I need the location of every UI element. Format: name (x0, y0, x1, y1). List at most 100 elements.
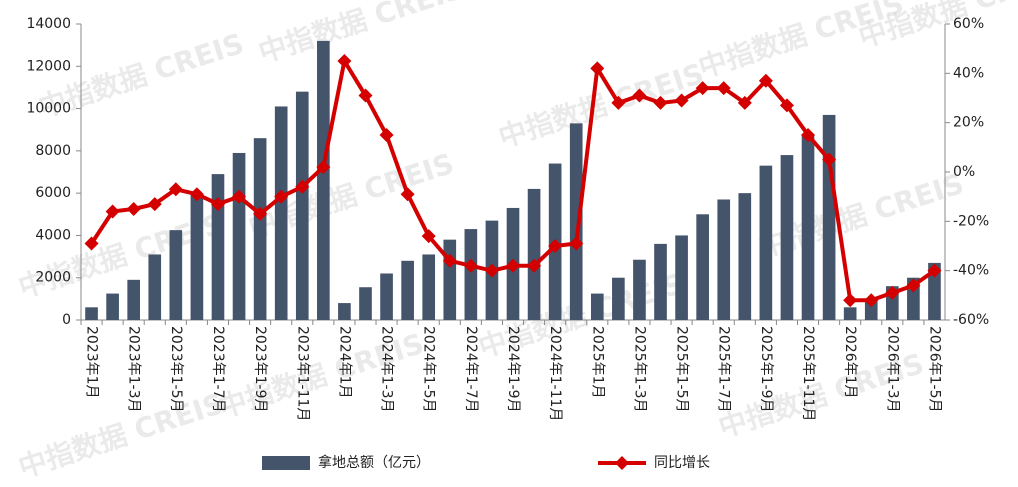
bar (780, 155, 794, 320)
legend-marker (615, 456, 629, 470)
y2-tick-label: -20% (953, 213, 989, 229)
y2-tick-label: 0% (953, 164, 975, 180)
marker (716, 81, 731, 96)
y-tick-label: 8000 (35, 143, 71, 159)
bar (401, 260, 414, 320)
marker (653, 95, 668, 110)
bar (295, 91, 309, 321)
x-tick-label: 2025年1-3月 (631, 326, 647, 413)
marker (84, 236, 99, 251)
x-tick-label: 2024年1-5月 (421, 326, 437, 412)
bar (359, 287, 372, 320)
marker (632, 88, 647, 103)
y2-tick-label: 40% (953, 65, 984, 81)
bar (317, 40, 330, 321)
marker (316, 160, 331, 175)
watermark: 中指数据 CREIS (214, 327, 427, 424)
marker (569, 236, 584, 251)
bar (464, 229, 478, 320)
x-tick-label: 2026年1月 (842, 326, 858, 399)
marker (548, 239, 563, 253)
bar (612, 277, 625, 320)
y2-tick-label: 20% (953, 115, 984, 131)
bar (422, 254, 436, 320)
bar (380, 273, 393, 320)
bar (928, 262, 941, 320)
x-tick-label: 2024年1-11月 (547, 326, 563, 421)
marker (611, 95, 626, 110)
x-tick-label: 2025年1-5月 (674, 326, 690, 413)
bar (106, 293, 119, 320)
x-tick-label: 2025年1月 (589, 326, 605, 399)
bar (148, 254, 162, 320)
x-tick-label: 2024年1-9月 (505, 326, 521, 413)
marker (506, 258, 520, 273)
marker (253, 206, 268, 221)
marker (358, 88, 373, 103)
y-tick-label: 6000 (35, 185, 71, 201)
marker (695, 81, 710, 96)
x-tick-label: 2023年1-7月 (210, 326, 226, 413)
bar (232, 152, 246, 320)
marker (864, 293, 879, 308)
x-tick-label: 2025年1-7月 (716, 326, 732, 413)
bar (338, 303, 351, 320)
bar (675, 235, 688, 320)
marker (484, 263, 499, 278)
y2-tick-label: -40% (953, 263, 989, 279)
y2-tick-label: 60% (953, 16, 984, 32)
marker (843, 293, 858, 308)
legend-label: 同比增长 (654, 455, 710, 471)
marker (527, 258, 542, 273)
x-tick-label: 2025年1-9月 (758, 326, 774, 413)
bar (738, 193, 752, 320)
marker (442, 253, 457, 268)
watermark: 中指数据 CREIS (14, 387, 227, 484)
legend-label: 拿地总额（亿元） (318, 454, 430, 471)
marker (337, 54, 352, 68)
x-tick-label: 2023年1-11月 (294, 326, 310, 421)
marker (906, 278, 921, 293)
x-tick-label: 2026年1-3月 (884, 326, 900, 413)
marker (379, 128, 394, 142)
watermark: 中指数据 CREIS (254, 0, 467, 69)
bar (717, 199, 731, 320)
bar (759, 165, 773, 320)
bar (696, 214, 709, 320)
bar (527, 188, 541, 320)
x-tick-label: 2024年1月 (336, 326, 352, 399)
marker (105, 204, 120, 219)
marker (927, 263, 942, 278)
bar (274, 106, 288, 320)
bar (211, 174, 225, 320)
bar (569, 123, 583, 320)
x-tick-label: 2025年1-11月 (800, 326, 816, 421)
marker (822, 152, 837, 167)
marker (779, 98, 794, 113)
marker (295, 179, 310, 194)
bar (85, 307, 98, 320)
marker (232, 189, 247, 204)
marker (801, 128, 816, 142)
marker (590, 61, 605, 76)
marker (168, 182, 183, 197)
marker (126, 202, 141, 216)
x-tick-label: 2023年1-5月 (168, 326, 184, 413)
marker (421, 229, 436, 244)
bar (822, 114, 836, 321)
y-tick-label: 12000 (26, 58, 71, 74)
y-tick-label: 4000 (35, 227, 71, 243)
bar (169, 230, 183, 320)
x-tick-label: 2023年1-9月 (252, 326, 268, 413)
marker (737, 95, 752, 110)
legend-swatch (262, 456, 310, 470)
marker (463, 258, 478, 273)
y-tick-label: 10000 (26, 101, 71, 117)
bar (443, 239, 457, 320)
bar (190, 195, 204, 320)
y-tick-label: 0 (62, 312, 71, 328)
bar (843, 307, 857, 320)
marker (885, 285, 900, 300)
x-tick-label: 2023年1月 (84, 326, 100, 399)
